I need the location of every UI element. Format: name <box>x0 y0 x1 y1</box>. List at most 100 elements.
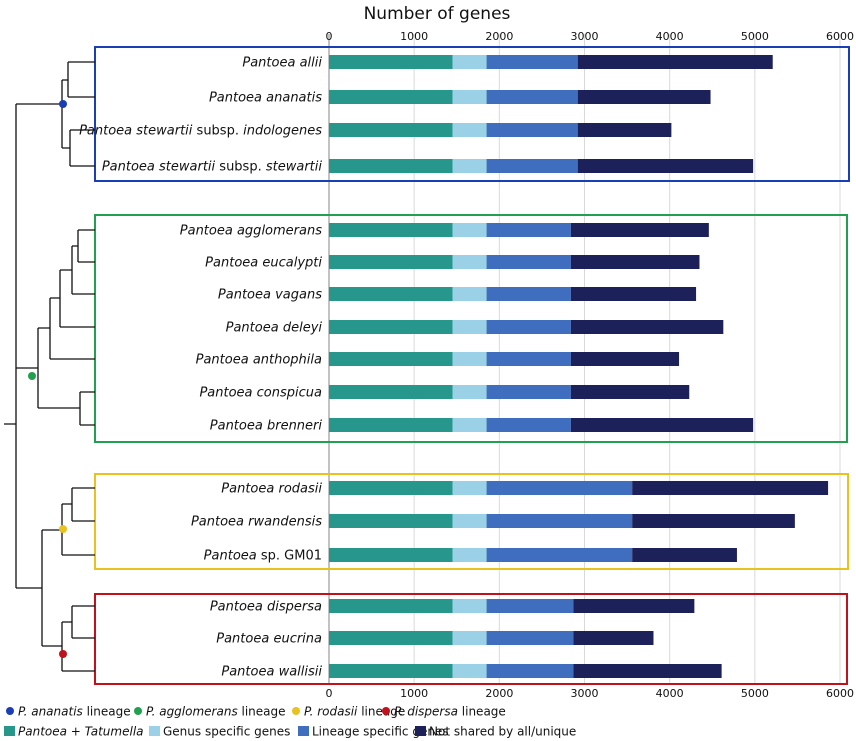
name-suffix: subsp. <box>197 124 239 139</box>
bar-segment-3 <box>486 352 571 366</box>
bar-segment-4 <box>632 514 795 528</box>
legend-swatch <box>149 726 160 736</box>
bar-segment-4 <box>577 159 754 173</box>
bar-segment-2 <box>452 255 487 269</box>
genus-name: Pantoea <box>204 549 257 564</box>
genus-name: Pantoea <box>79 124 132 139</box>
bar-segment-2 <box>452 418 487 432</box>
bar-segment-1 <box>329 352 453 366</box>
bar-segment-3 <box>486 255 571 269</box>
bar-segment-2 <box>452 514 487 528</box>
bar-segment-1 <box>329 418 453 432</box>
bar-segment-3 <box>486 631 574 645</box>
bar-segment-3 <box>486 385 571 399</box>
bar-segment-4 <box>573 631 654 645</box>
agglomerans-node-dot <box>28 372 36 380</box>
bar-segment-4 <box>570 418 754 432</box>
genus-name: Pantoea <box>221 482 274 497</box>
species-label: Pantoea stewartii subsp. stewartii <box>102 160 323 175</box>
rodasii-node-dot <box>59 525 67 533</box>
bar-legend-label: Pantoea + Tatumella <box>18 725 144 739</box>
genus-name: Pantoea <box>210 600 263 615</box>
legend-plain: lineage <box>238 705 286 719</box>
genus-name: Pantoea <box>242 56 295 71</box>
bar-segment-2 <box>452 123 487 137</box>
bar-segment-1 <box>329 123 453 137</box>
species-name: stewartii <box>159 160 216 175</box>
bar-legend: Pantoea + Tatumella Genus specific genes L… <box>4 725 576 739</box>
species-name: eucrina <box>273 632 322 647</box>
bar-segment-4 <box>577 55 773 69</box>
species-label: Pantoea stewartii subsp. indologenes <box>79 124 322 139</box>
bar-segment-4 <box>570 255 700 269</box>
legend-plain: + <box>67 725 85 739</box>
bar-segment-4 <box>570 223 709 237</box>
bar-segment-3 <box>486 418 571 432</box>
species-name: deleyi <box>283 321 323 336</box>
genus-name: Pantoea <box>180 224 233 239</box>
name-suffix: sp. GM01 <box>261 549 322 564</box>
bar-segment-2 <box>452 481 487 495</box>
bar-segment-3 <box>486 664 574 678</box>
bar-segment-2 <box>452 320 487 334</box>
bar-segment-2 <box>452 223 487 237</box>
legend-plain: lineage <box>458 705 506 719</box>
legend-plain: Genus specific genes <box>163 725 290 739</box>
legend-swatch <box>415 726 426 736</box>
species-name: vagans <box>275 288 322 303</box>
top-tick-label: 5000 <box>741 30 769 43</box>
bar-segment-1 <box>329 631 453 645</box>
bar-segment-3 <box>486 223 571 237</box>
legend-plain: Lineage specific genes <box>312 725 449 739</box>
genus-name: Pantoea <box>199 386 252 401</box>
phylogenetic-tree <box>4 61 95 672</box>
legend-dot <box>134 707 142 715</box>
bar-segment-1 <box>329 287 453 301</box>
legend-italic: P. agglomerans <box>146 705 238 719</box>
legend-italic: P. ananatis <box>18 705 83 719</box>
ananatis-node-dot <box>59 100 67 108</box>
species-label: Pantoea anthophila <box>196 353 322 368</box>
genus-name: Pantoea <box>216 632 269 647</box>
bar-legend-label: Not shared by all/unique <box>429 725 576 739</box>
legend-plain: lineage <box>83 705 131 719</box>
bar-legend-label: Genus specific genes <box>163 725 290 739</box>
species-name: rodasii <box>278 482 322 497</box>
bar-legend-label: Lineage specific genes <box>312 725 449 739</box>
species-label: Pantoea wallisii <box>221 665 322 680</box>
lineage-box <box>94 593 848 685</box>
species-name: eucalypti <box>262 256 322 271</box>
top-tick-label: 0 <box>326 30 333 43</box>
bar-segment-1 <box>329 599 453 613</box>
genus-name: Pantoea <box>210 419 263 434</box>
genus-name: Pantoea <box>205 256 258 271</box>
lineage-legend-label: P. dispersa lineage <box>394 705 506 719</box>
bar-segment-3 <box>486 514 633 528</box>
bar-segment-4 <box>570 287 697 301</box>
bar-segment-2 <box>452 548 487 562</box>
bar-segment-3 <box>486 159 578 173</box>
bar-segment-4 <box>577 123 672 137</box>
top-tick-label: 2000 <box>485 30 513 43</box>
legend-italic: P. dispersa <box>394 705 458 719</box>
bar-segment-2 <box>452 159 487 173</box>
species-name: agglomerans <box>237 224 322 239</box>
bar-segment-3 <box>486 55 578 69</box>
species-label: Pantoea sp. GM01 <box>204 549 322 564</box>
genus-name: Pantoea <box>226 321 279 336</box>
genus-name: Pantoea <box>218 288 271 303</box>
bar-segment-3 <box>486 320 571 334</box>
legend-italic: Pantoea <box>18 725 67 739</box>
lineage-legend-label: P. ananatis lineage <box>18 705 131 719</box>
legend-italic: P. rodasii <box>304 705 358 719</box>
legend-dot <box>6 707 14 715</box>
species-label: Pantoea rwandensis <box>191 515 322 530</box>
bar-segment-1 <box>329 90 453 104</box>
species-label: Pantoea brenneri <box>210 419 323 434</box>
legend-plain: Not shared by all/unique <box>429 725 576 739</box>
bar-segment-2 <box>452 55 487 69</box>
species-label: Pantoea eucrina <box>216 632 322 647</box>
species-label: Pantoea deleyi <box>226 321 323 336</box>
bar-segment-1 <box>329 55 453 69</box>
